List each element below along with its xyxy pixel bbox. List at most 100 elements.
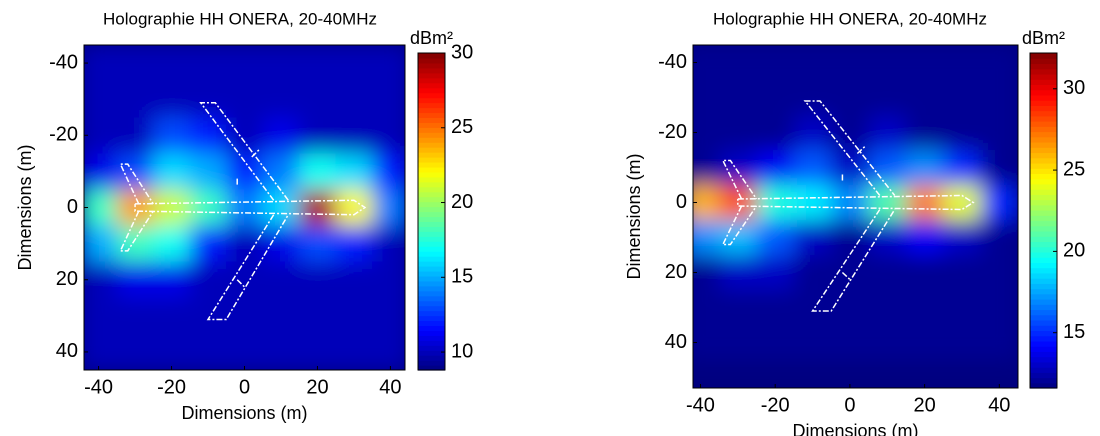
- heat-cell: [189, 261, 227, 299]
- heat-cell: [868, 45, 907, 81]
- heat-cell: [980, 325, 1018, 361]
- heat-cell: [980, 220, 1018, 256]
- y-tick-label: -20: [658, 121, 687, 143]
- outline-segment: [721, 205, 758, 246]
- heat-cell: [943, 255, 982, 291]
- heat-cell: [262, 45, 300, 82]
- colorbar-tick-label: 25: [451, 116, 473, 138]
- heat-cell: [868, 185, 907, 221]
- heat-cell: [943, 80, 982, 116]
- heat-cell: [299, 333, 337, 370]
- outline-segment: [856, 145, 866, 155]
- heat-cell: [756, 325, 795, 361]
- heat-cell: [84, 81, 118, 118]
- heat-cell: [943, 185, 982, 221]
- heat-cell: [719, 80, 758, 116]
- heat-cell: [372, 189, 405, 227]
- heat-cell: [189, 225, 227, 263]
- outline-segment: [811, 209, 896, 312]
- heat-cell: [831, 185, 870, 221]
- heat-cell: [226, 45, 264, 82]
- heat-cell: [299, 45, 337, 82]
- heat-cell: [756, 185, 795, 221]
- colorbar-tick-label: 10: [451, 340, 473, 362]
- heat-cell: [262, 81, 300, 118]
- y-tick-label: -20: [49, 124, 78, 146]
- outline-segment: [251, 149, 260, 158]
- heat-cell: [153, 153, 191, 190]
- heat-cell: [226, 261, 264, 299]
- heat-cell: [262, 261, 300, 299]
- heat-cell: [693, 45, 720, 81]
- heat-cell: [84, 261, 118, 299]
- heat-cell: [793, 325, 832, 361]
- heat-cell: [793, 220, 832, 256]
- x-tick-label: 0: [239, 376, 250, 398]
- y-tick-label: 0: [67, 196, 78, 218]
- heat-cell: [372, 297, 405, 335]
- heat-cell: [719, 325, 758, 361]
- heat-cell: [756, 220, 795, 256]
- heat-cell: [793, 185, 832, 221]
- y-axis-label: Dimensions (m): [624, 153, 644, 279]
- outline-segment: [737, 194, 975, 211]
- heat-cell: [335, 153, 373, 190]
- heat-cell: [793, 150, 832, 186]
- colorbar-tick-label: 30: [1063, 77, 1085, 99]
- heat-cell: [372, 117, 405, 154]
- heat-cell: [335, 225, 373, 263]
- heat-cell: [335, 297, 373, 335]
- heat-cell: [153, 117, 191, 154]
- heat-cell: [693, 150, 720, 186]
- heat-cell: [831, 220, 870, 256]
- x-tick-label: 20: [913, 394, 935, 416]
- y-axis-label: Dimensions (m): [15, 144, 35, 270]
- heat-cell: [262, 333, 300, 370]
- heat-cell: [756, 45, 795, 81]
- x-tick-label: -40: [84, 376, 113, 398]
- heat-cell: [262, 225, 300, 263]
- heat-cell: [868, 325, 907, 361]
- heat-cell: [84, 45, 118, 82]
- heat-cell: [980, 80, 1018, 116]
- heat-cell: [189, 153, 227, 190]
- heat-cell: [943, 220, 982, 256]
- outline-segment: [199, 102, 289, 201]
- heat-cell: [793, 115, 832, 151]
- heat-cell: [262, 189, 300, 227]
- heat-cell: [84, 117, 118, 154]
- heat-cell: [84, 333, 118, 370]
- heat-cell: [299, 189, 337, 227]
- heat-cell: [116, 117, 154, 154]
- heat-cell: [868, 255, 907, 291]
- heat-cell: [84, 297, 118, 335]
- heat-cell: [943, 150, 982, 186]
- heat-cell: [831, 325, 870, 361]
- heat-cell: [226, 225, 264, 263]
- outline-segment: [119, 163, 154, 205]
- heat-cell: [153, 333, 191, 370]
- x-tick-label: -40: [686, 394, 715, 416]
- heat-cell: [153, 225, 191, 263]
- heat-cell: [116, 45, 154, 82]
- outline-segment: [206, 214, 289, 321]
- heat-cell: [299, 153, 337, 190]
- outline-segment: [803, 100, 896, 196]
- heat-cell: [693, 290, 720, 326]
- colorbar-tick-label: 15: [1063, 321, 1085, 343]
- airplane-outline: [721, 100, 975, 312]
- heat-cell: [84, 225, 118, 263]
- plot-frame: [692, 44, 1019, 389]
- colorbar-frame: [417, 52, 446, 371]
- heat-cell: [693, 185, 720, 221]
- colorbar: [418, 53, 445, 371]
- heat-cell: [299, 81, 337, 118]
- heat-cell: [793, 255, 832, 291]
- heat-cell: [335, 189, 373, 227]
- heat-cell: [793, 290, 832, 326]
- heat-cell: [153, 261, 191, 299]
- heat-cell: [719, 45, 758, 81]
- heat-cell: [719, 150, 758, 186]
- colorbar-label: dBm²: [1022, 28, 1065, 48]
